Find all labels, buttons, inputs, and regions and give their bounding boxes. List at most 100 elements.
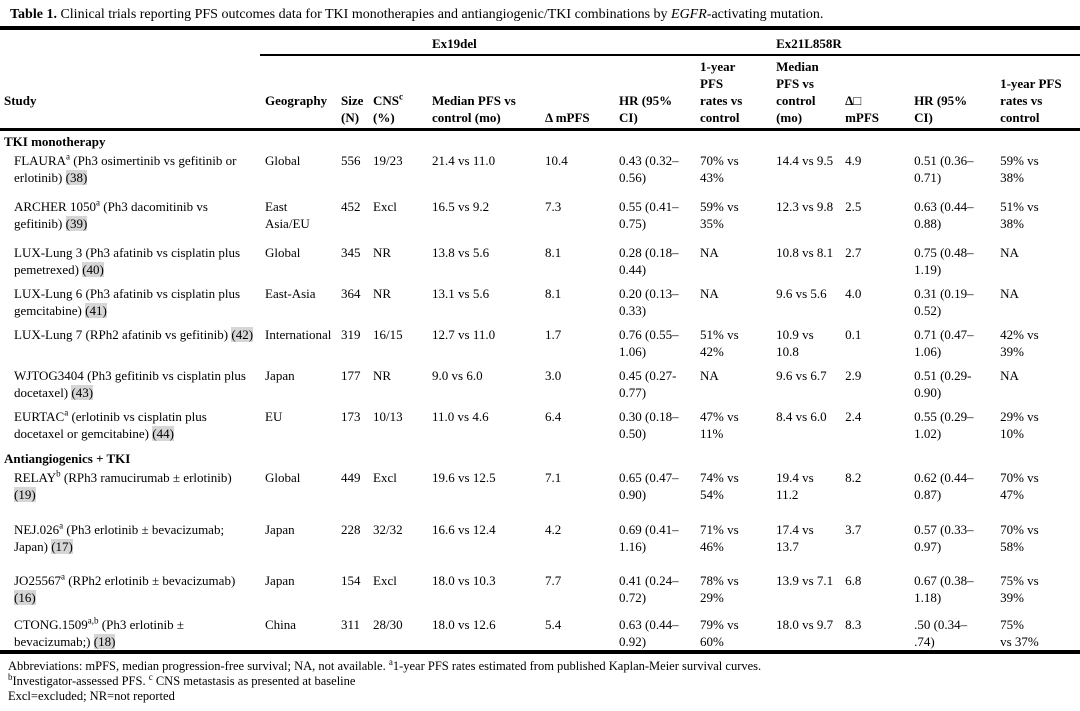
e21-hr-cell: 0.51 (0.36– 0.71): [914, 153, 974, 185]
e21-pfs-cell: 75% vs 39%: [1000, 573, 1039, 605]
e19-delta-cell: 7.1: [545, 470, 562, 485]
group-header-spacer: [0, 28, 260, 55]
e21-hr-cell: 0.57 (0.33– 0.97): [914, 522, 974, 554]
study-footnote-marker: a: [60, 571, 65, 582]
citation-ref: (17): [51, 539, 73, 554]
table-row: NEJ.026a (Ph3 erlotinib ± bevacizumab; J…: [0, 519, 1080, 570]
col-header-ex19-delta-mpfs: Δ mPFS: [540, 55, 615, 131]
study-name: LUX-Lung 7: [14, 327, 83, 342]
size-cell: 452: [341, 199, 361, 214]
section-label: TKI monotherapy: [4, 134, 106, 149]
e19-delta-cell: 3.0: [545, 368, 562, 383]
table-title: Table 1. Clinical trials reporting PFS o…: [0, 0, 1080, 26]
e19-delta-cell: 7.3: [545, 199, 562, 214]
e21-delta-cell: 2.7: [845, 245, 862, 260]
table-row: CTONG.1509a,b (Ph3 erlotinib ± bevacizum…: [0, 614, 1080, 652]
col-header-ex21-delta-mpfs: Δ□ mPFS: [840, 55, 910, 131]
col-header-geography: Geography: [260, 55, 336, 131]
footnote-assessment: bInvestigator-assessed PFS. c CNS metast…: [8, 671, 1072, 689]
study-name: EURTAC: [14, 409, 65, 424]
size-cell: 345: [341, 245, 361, 260]
table-row: LUX-Lung 7 (RPh2 afatinib vs gefitinib) …: [0, 324, 1080, 365]
e19-pfs-cell: NA: [700, 286, 719, 301]
study-name: WJTOG3404: [14, 368, 84, 383]
e21-mpfs-cell: 12.3 vs 9.8: [776, 199, 834, 214]
study-name: CTONG.1509: [14, 617, 88, 632]
size-cell: 364: [341, 286, 361, 301]
study-cell: LUX-Lung 7 (RPh2 afatinib vs gefitinib) …: [14, 327, 254, 342]
table-row: WJTOG3404 (Ph3 gefitinib vs cisplatin pl…: [0, 365, 1080, 406]
study-name: NEJ.026: [14, 522, 60, 537]
footnote-1-text: Abbreviations: mPFS, median progression-…: [8, 659, 389, 673]
e19-mpfs-cell: 9.0 vs 6.0: [432, 368, 483, 383]
table-body: TKI monotherapy FLAURAa (Ph3 osimertinib …: [0, 130, 1080, 653]
e19-pfs-cell: 71% vs 46%: [700, 522, 739, 554]
e21-delta-cell: 3.7: [845, 522, 862, 537]
e21-pfs-cell: 42% vs 39%: [1000, 327, 1039, 359]
e19-pfs-cell: 78% vs 29%: [700, 573, 739, 605]
section-header-row: Antiangiogenics + TKI: [0, 448, 1080, 467]
e19-delta-cell: 8.1: [545, 245, 562, 260]
study-name: ARCHER 1050: [14, 199, 96, 214]
e21-mpfs-cell: 10.9 vs 10.8: [776, 327, 814, 359]
study-cell: FLAURAa (Ph3 osimertinib vs gefitinib or…: [14, 151, 237, 185]
e19-delta-cell: 4.2: [545, 522, 562, 537]
size-cell: 154: [341, 573, 361, 588]
e21-mpfs-cell: 10.8 vs 8.1: [776, 245, 834, 260]
e19-pfs-cell: 74% vs 54%: [700, 470, 739, 502]
study-footnote-marker: b: [56, 468, 61, 479]
citation-ref: (40): [82, 262, 104, 277]
e19-hr-cell: 0.28 (0.18– 0.44): [619, 245, 679, 277]
e19-pfs-cell: 47% vs 11%: [700, 409, 739, 441]
e21-pfs-cell: 59% vs 38%: [1000, 153, 1039, 185]
size-cell: 173: [341, 409, 361, 424]
table-row: JO25567a (RPh2 erlotinib ± bevacizumab) …: [0, 570, 1080, 614]
citation-ref: (44): [152, 426, 174, 441]
e21-pfs-cell: 29% vs 10%: [1000, 409, 1039, 441]
col-header-study: Study: [0, 55, 260, 131]
e21-hr-cell: 0.31 (0.19– 0.52): [914, 286, 974, 318]
e21-delta-cell: 4.9: [845, 153, 862, 168]
e21-hr-cell: 0.62 (0.44– 0.87): [914, 470, 974, 502]
cns-cell: 28/30: [373, 617, 403, 632]
e19-delta-cell: 1.7: [545, 327, 562, 342]
geography-cell: EU: [265, 409, 283, 424]
geography-cell: East-Asia: [265, 286, 316, 301]
e19-delta-cell: 5.4: [545, 617, 562, 632]
col-header-cns-sup: c: [399, 91, 404, 102]
e19-pfs-cell: 51% vs 42%: [700, 327, 739, 359]
e21-delta-cell: 2.5: [845, 199, 862, 214]
e21-hr-cell: 0.63 (0.44– 0.88): [914, 199, 974, 231]
e21-mpfs-cell: 9.6 vs 5.6: [776, 286, 827, 301]
study-footnote-marker: a: [95, 197, 100, 208]
study-cell: RELAYb (RPh3 ramucirumab ± erlotinib) (1…: [14, 468, 232, 502]
study-name: FLAURA: [14, 153, 67, 168]
citation-ref: (43): [71, 385, 94, 400]
e21-mpfs-cell: 13.9 vs 7.1: [776, 573, 834, 588]
table-title-label: Table 1.: [10, 7, 57, 22]
e19-mpfs-cell: 19.6 vs 12.5: [432, 470, 496, 485]
e21-mpfs-cell: 17.4 vs 13.7: [776, 522, 814, 554]
e19-hr-cell: 0.43 (0.32– 0.56): [619, 153, 679, 185]
group-header-rule: [260, 28, 428, 56]
e19-mpfs-cell: 13.1 vs 5.6: [432, 286, 490, 301]
e19-mpfs-cell: 11.0 vs 4.6: [432, 409, 489, 424]
study-cell: JO25567a (RPh2 erlotinib ± bevacizumab) …: [14, 571, 236, 605]
cns-cell: 16/15: [373, 327, 403, 342]
e21-delta-cell: 6.8: [845, 573, 862, 588]
e19-delta-cell: 6.4: [545, 409, 562, 424]
study-cell: CTONG.1509a,b (Ph3 erlotinib ± bevacizum…: [14, 615, 185, 649]
e19-hr-cell: 0.76 (0.55– 1.06): [619, 327, 679, 359]
cns-cell: NR: [373, 368, 392, 383]
e21-pfs-cell: NA: [1000, 245, 1019, 260]
e19-delta-cell: 10.4: [545, 153, 568, 168]
study-footnote-marker: a: [64, 407, 69, 418]
citation-ref: (41): [85, 303, 107, 318]
e21-hr-cell: 0.71 (0.47– 1.06): [914, 327, 974, 359]
e19-delta-cell: 8.1: [545, 286, 562, 301]
col-header-ex21-hr: HR (95% CI): [909, 55, 996, 131]
e21-hr-cell: 0.67 (0.38– 1.18): [914, 573, 974, 605]
e19-hr-cell: 0.65 (0.47– 0.90): [619, 470, 679, 502]
footnote-2-sup-c: c: [148, 671, 153, 682]
